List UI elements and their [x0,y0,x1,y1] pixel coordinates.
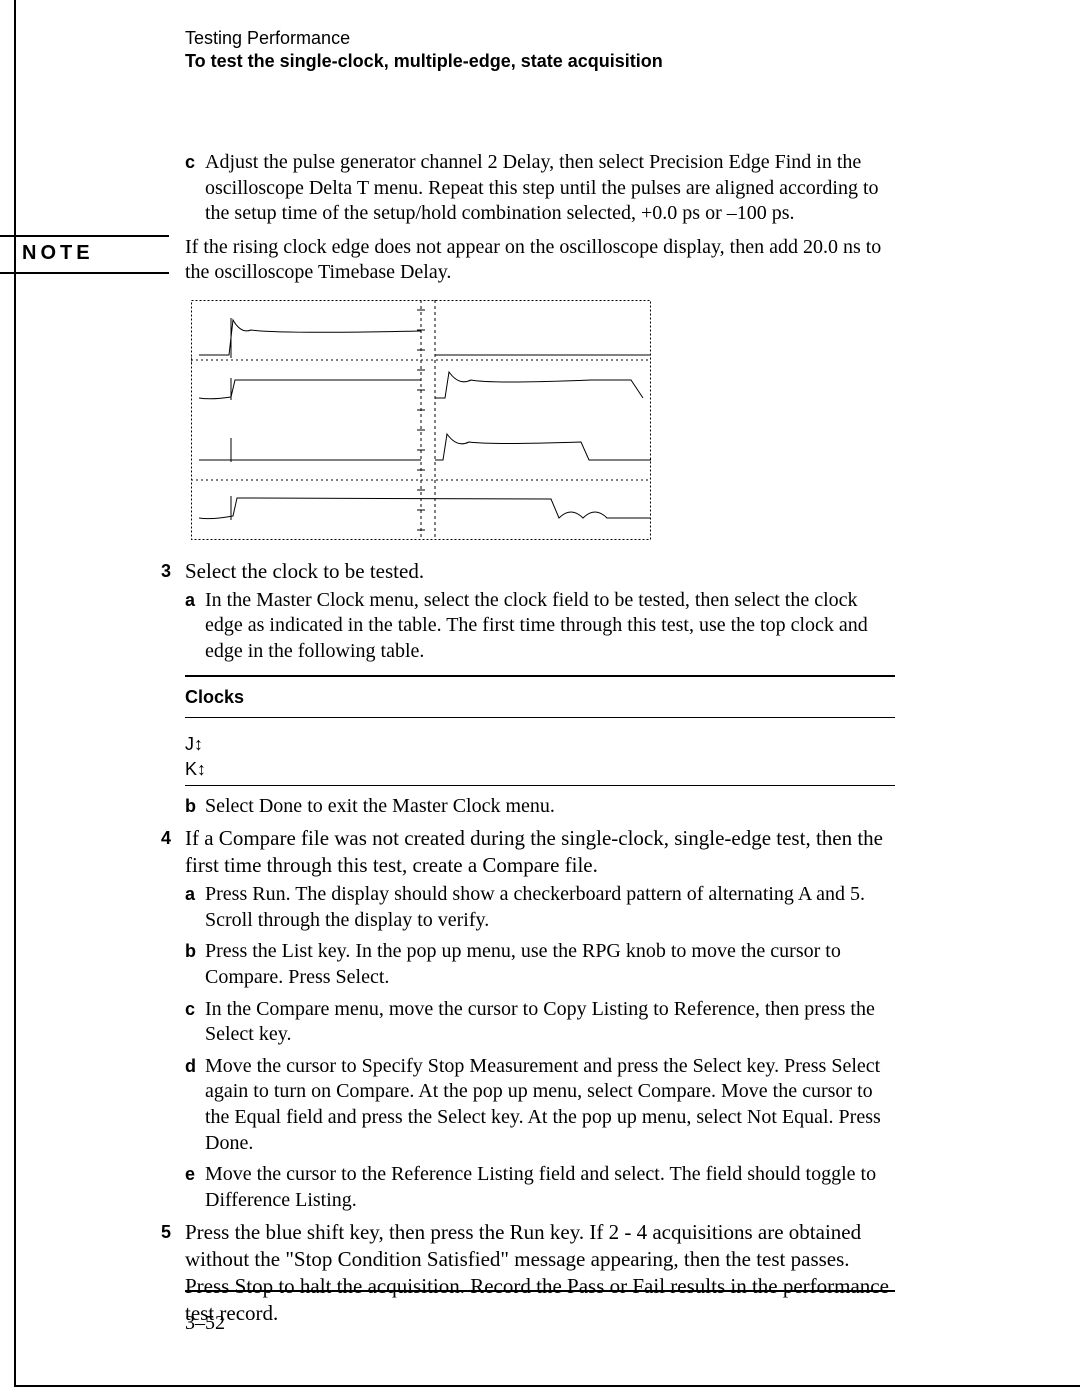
step-3-number: 3 [161,558,185,585]
step-3: 3 Select the clock to be tested. [161,558,895,585]
clocks-row-k: K↕ [185,757,895,781]
substep-label: a [185,882,205,933]
step-4b: b Press the List key. In the pop up menu… [185,939,895,990]
oscilloscope-figure [191,300,651,540]
substep-label: b [185,794,205,820]
step-5-number: 5 [161,1219,185,1327]
substep-label: c [185,150,205,227]
step-4d-text: Move the cursor to Specify Stop Measurem… [205,1054,895,1156]
clocks-table-header: Clocks [185,675,895,719]
step-4a: a Press Run. The display should show a c… [185,882,895,933]
substep-label: d [185,1054,205,1156]
page-content: Testing Performance To test the single-c… [0,0,1080,1397]
clocks-title: Clocks [185,687,244,707]
step-4e-text: Move the cursor to the Reference Listing… [205,1162,895,1213]
clocks-table-body: J↕ K↕ [185,718,895,786]
step-4c: c In the Compare menu, move the cursor t… [185,997,895,1048]
step-4e: e Move the cursor to the Reference Listi… [185,1162,895,1213]
substep-label: c [185,997,205,1048]
note-label: NOTE [0,235,169,275]
step-3b-text: Select Done to exit the Master Clock men… [205,794,895,820]
substep-c-text: Adjust the pulse generator channel 2 Del… [205,150,895,227]
substep-label: a [185,588,205,665]
step-4-number: 4 [161,825,185,879]
footer-rule [185,1290,895,1292]
substep-label: e [185,1162,205,1213]
clocks-row-j: J↕ [185,732,895,756]
step-3b: b Select Done to exit the Master Clock m… [185,794,895,820]
step-3a-text: In the Master Clock menu, select the clo… [205,588,895,665]
substep-label: b [185,939,205,990]
header-title: To test the single-clock, multiple-edge,… [185,51,895,72]
step-4c-text: In the Compare menu, move the cursor to … [205,997,895,1048]
step-4: 4 If a Compare file was not created duri… [161,825,895,879]
step-5-text: Press the blue shift key, then press the… [185,1219,895,1327]
step-3-text: Select the clock to be tested. [185,558,895,585]
running-header: Testing Performance To test the single-c… [185,28,895,72]
step-3a: a In the Master Clock menu, select the c… [185,588,895,665]
header-section: Testing Performance [185,28,895,49]
note-text: If the rising clock edge does not appear… [185,233,895,286]
step-5: 5 Press the blue shift key, then press t… [161,1219,895,1327]
step-4d: d Move the cursor to Specify Stop Measur… [185,1054,895,1156]
step-4a-text: Press Run. The display should show a che… [205,882,895,933]
page-number: 3–52 [185,1312,225,1335]
step-4b-text: Press the List key. In the pop up menu, … [205,939,895,990]
substep-c: c Adjust the pulse generator channel 2 D… [185,150,895,227]
note-row: NOTE If the rising clock edge does not a… [0,233,895,286]
step-4-text: If a Compare file was not created during… [185,825,895,879]
